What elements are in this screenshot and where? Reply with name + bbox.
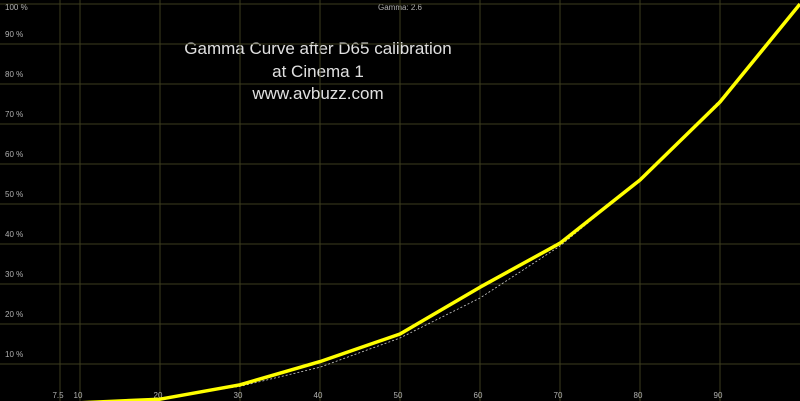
x-tick-label: 90	[714, 391, 723, 400]
x-tick-label: 10	[74, 391, 83, 400]
y-tick-label: 30 %	[5, 270, 23, 279]
x-tick-label: 80	[634, 391, 643, 400]
x-tick-label: 7.5	[52, 391, 64, 400]
y-tick-label: 60 %	[5, 150, 23, 159]
x-tick-label: 40	[314, 391, 323, 400]
annotation: www.avbuzz.com	[251, 84, 383, 103]
y-tick-label: 10 %	[5, 350, 23, 359]
y-tick-label: 20 %	[5, 310, 23, 319]
y-tick-label: 50 %	[5, 190, 23, 199]
x-tick-label: 30	[234, 391, 243, 400]
x-tick-label: 60	[474, 391, 483, 400]
x-tick-label: 70	[554, 391, 563, 400]
y-tick-label: 70 %	[5, 110, 23, 119]
annotation: Gamma Curve after D65 calibration	[184, 39, 451, 58]
y-tick-label: 80 %	[5, 70, 23, 79]
annotation: at Cinema 1	[272, 62, 364, 81]
x-tick-label: 50	[394, 391, 403, 400]
y-tick-label: 40 %	[5, 230, 23, 239]
y-tick-label: 90 %	[5, 30, 23, 39]
x-tick-label: 20	[154, 391, 163, 400]
data-line	[81, 2, 800, 401]
y-tick-label: 100 %	[5, 3, 28, 12]
